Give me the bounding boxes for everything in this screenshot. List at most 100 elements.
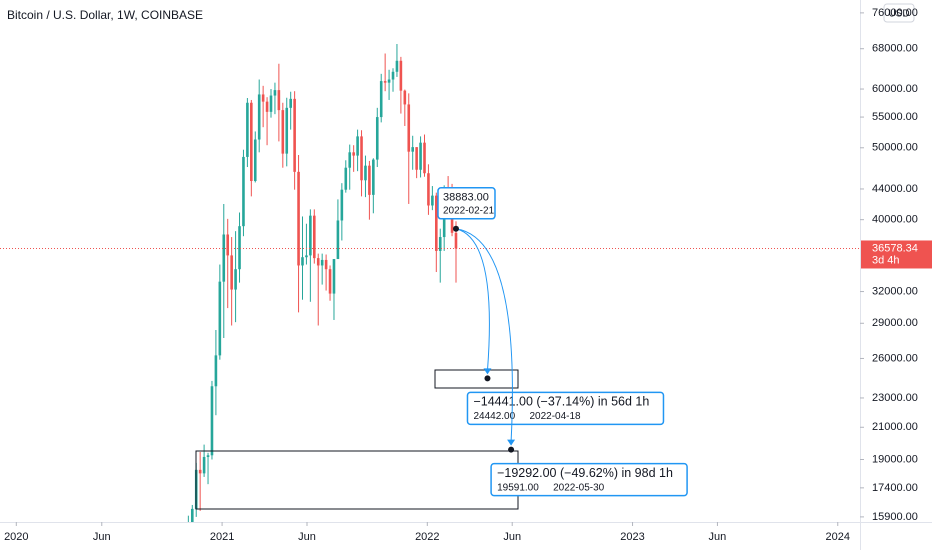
candle-body: [253, 139, 257, 182]
candle-body: [379, 81, 383, 118]
target-price-label: 24442.00: [473, 411, 515, 422]
candle-body: [261, 94, 265, 102]
candle-body: [277, 90, 281, 111]
candle-body: [435, 195, 438, 251]
arrow-head: [507, 439, 516, 446]
candle-body: [391, 71, 395, 80]
candle-body: [415, 147, 418, 170]
candle-body: [305, 255, 308, 258]
candle-body: [344, 167, 348, 190]
candle-body: [316, 258, 320, 266]
candle-body: [301, 257, 304, 266]
candle-body: [234, 269, 237, 290]
candle-body: [230, 255, 233, 290]
y-tick-label: 60000.00: [872, 83, 918, 95]
candle-body: [324, 259, 328, 270]
candle-body: [250, 102, 253, 182]
candle-body: [336, 220, 340, 260]
candle-body: [328, 269, 332, 294]
currency-button[interactable]: [883, 3, 915, 23]
target-label-box: [490, 462, 688, 497]
origin-date-label: 2022-02-21: [443, 205, 495, 216]
candle-body: [257, 94, 261, 140]
projection-arrow: [455, 228, 490, 371]
y-tick-label: 44000.00: [872, 183, 918, 195]
x-tick-label: 2023: [620, 531, 644, 543]
candle-body: [364, 165, 367, 181]
arrow-head: [483, 368, 492, 375]
target-price-label: 19591.00: [497, 482, 539, 493]
candle-body: [387, 79, 391, 83]
y-tick-label: 76000.00: [872, 7, 918, 19]
candle-body: [375, 117, 379, 160]
candle-body: [407, 104, 411, 152]
candle-body: [356, 136, 359, 156]
x-tick-label: Jun: [503, 531, 521, 543]
y-tick-label: 19000.00: [872, 453, 918, 465]
candle-body: [438, 237, 442, 251]
last-price-badge: [861, 240, 932, 269]
x-tick-label: Jun: [298, 531, 316, 543]
candle-body: [190, 508, 194, 522]
countdown-label: 3d 4h: [872, 254, 900, 266]
candle-body: [222, 234, 226, 282]
y-tick-label: 23000.00: [872, 392, 918, 404]
candle-body: [332, 259, 336, 294]
target-date-label: 2022-04-18: [529, 411, 581, 422]
candle-body: [340, 189, 344, 221]
candle-body: [285, 107, 289, 154]
target-point: [484, 375, 491, 382]
candle-body: [403, 90, 407, 105]
candle-body: [352, 152, 355, 156]
candle-body: [320, 259, 324, 266]
y-tick-label: 32000.00: [872, 285, 918, 297]
x-tick-label: Jun: [709, 531, 727, 543]
origin-price-label: 38883.00: [443, 192, 489, 204]
candle-body: [214, 355, 218, 387]
candle-body: [238, 226, 241, 270]
x-tick-label: Jun: [93, 531, 111, 543]
candle-body: [411, 147, 414, 152]
target-change-label: −19292.00 (−49.62%) in 98d 1h: [497, 466, 673, 480]
plot-area: [0, 44, 860, 522]
y-tick-label: 50000.00: [872, 142, 918, 154]
candle-body: [226, 234, 230, 256]
target-date-label: 2022-05-30: [553, 482, 605, 493]
candle-body: [273, 90, 277, 96]
currency-label[interactable]: USD: [888, 9, 909, 20]
candle-body: [265, 101, 269, 112]
candle-body: [399, 60, 403, 91]
candle-body: [293, 98, 296, 172]
candle-body: [454, 232, 458, 249]
measure-box: [434, 369, 519, 389]
x-tick-label: 2022: [415, 531, 439, 543]
y-tick-label: 29000.00: [872, 317, 918, 329]
candle-body: [395, 60, 399, 72]
candle-body: [210, 386, 214, 456]
candle-body: [297, 171, 300, 266]
y-tick-label: 40000.00: [872, 214, 918, 226]
candle-body: [281, 110, 285, 154]
candle-body: [368, 165, 371, 195]
y-tick-label: 17400.00: [872, 482, 918, 494]
candle-body: [419, 142, 422, 170]
candle-body: [360, 136, 363, 181]
x-tick-label: 2021: [210, 531, 234, 543]
y-tick-label: 26000.00: [872, 352, 918, 364]
chart-title: Bitcoin / U.S. Dollar, 1W, COINBASE: [7, 8, 203, 22]
target-change-label: −14441.00 (−37.14%) in 56d 1h: [473, 395, 649, 409]
candle-body: [313, 215, 316, 259]
candle-body: [198, 469, 202, 474]
candle-body: [348, 152, 352, 168]
origin-point: [452, 225, 459, 232]
candle-body: [218, 281, 222, 356]
x-tick-label: 2024: [826, 531, 850, 543]
candle-body: [383, 81, 387, 83]
candle-body: [423, 142, 426, 174]
candle-body: [269, 95, 273, 112]
candle-body: [289, 98, 292, 108]
last-price-label: 36578.34: [872, 242, 918, 254]
target-point: [508, 446, 515, 453]
